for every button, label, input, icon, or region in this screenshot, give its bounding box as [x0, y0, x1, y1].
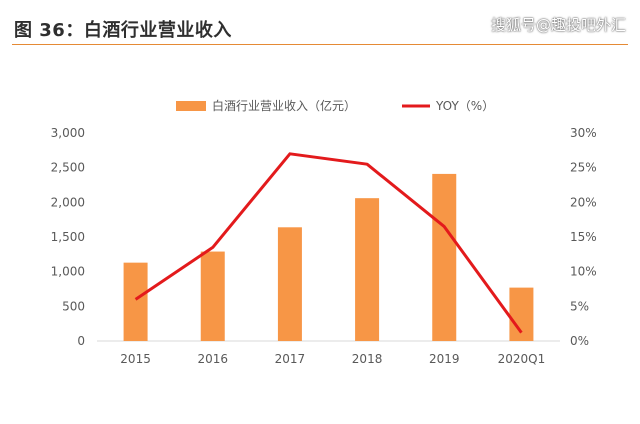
x-tick-label: 2015 [120, 352, 151, 366]
y-right-tick-label: 5% [570, 299, 589, 313]
source-watermark: 搜狐号@趣投吧外汇 [490, 16, 626, 34]
chart-legend: 白酒行业营业收入（亿元） YOY（%） [176, 98, 494, 113]
bar-2020Q1 [509, 287, 534, 341]
bar-2017 [277, 227, 302, 341]
tick-labels: 0 500 1,000 1,500 2,000 2,500 3,000 0% 5% 10% 15% 2… [51, 126, 597, 366]
y-left-tick-label: 3,000 [51, 126, 85, 140]
legend-bar-swatch [176, 101, 206, 111]
x-tick-label: 2020Q1 [498, 352, 546, 366]
y-right-tick-label: 30% [570, 126, 597, 140]
yoy-line [134, 152, 523, 334]
legend-line-label: YOY（%） [435, 99, 494, 113]
bar-2019 [432, 173, 457, 341]
y-left-tick-label: 1,000 [51, 265, 85, 279]
y-right-tick-label: 10% [570, 265, 597, 279]
line-series [134, 152, 523, 334]
page-title: 图 36：白酒行业营业收入 [14, 20, 232, 41]
y-left-tick-label: 2,500 [51, 161, 85, 175]
y-left-tick-label: 1,500 [51, 230, 85, 244]
y-right-tick-label: 0% [570, 334, 589, 348]
y-left-tick-label: 2,000 [51, 195, 85, 209]
x-tick-label: 2018 [352, 352, 383, 366]
y-left-tick-label: 0 [77, 334, 85, 348]
x-tick-label: 2017 [275, 352, 306, 366]
y-right-tick-label: 15% [570, 230, 597, 244]
legend-bar-label: 白酒行业营业收入（亿元） [212, 98, 356, 113]
bar-series [123, 173, 534, 341]
title-bar: 图 36：白酒行业营业收入 搜狐号@趣投吧外汇 [12, 10, 628, 45]
bar-2018 [355, 198, 380, 341]
bar-2016 [200, 251, 225, 341]
y-right-tick-label: 20% [570, 195, 597, 209]
x-tick-label: 2016 [197, 352, 228, 366]
y-right-tick-label: 25% [570, 161, 597, 175]
bar-2015 [123, 262, 148, 341]
y-left-tick-label: 500 [62, 299, 85, 313]
x-tick-label: 2019 [429, 352, 460, 366]
